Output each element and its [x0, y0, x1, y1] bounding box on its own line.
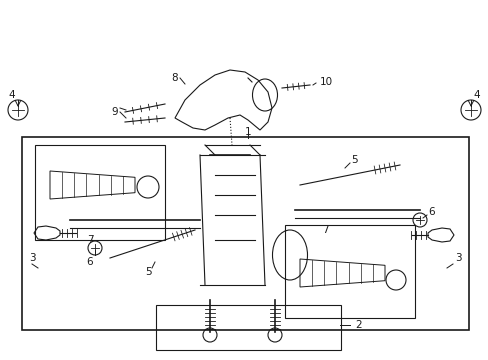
Bar — [156, 305, 340, 350]
Text: 6: 6 — [428, 207, 434, 217]
Text: 3: 3 — [454, 253, 460, 263]
Text: 2: 2 — [354, 320, 361, 330]
Text: 5: 5 — [351, 155, 358, 165]
Text: 4: 4 — [9, 90, 15, 100]
Text: 8: 8 — [171, 73, 178, 83]
Text: 4: 4 — [473, 90, 479, 100]
Bar — [285, 225, 414, 318]
Text: 1: 1 — [244, 127, 251, 137]
Bar — [35, 145, 164, 240]
Text: 7: 7 — [86, 235, 93, 245]
Text: 5: 5 — [144, 267, 151, 277]
Text: 6: 6 — [86, 257, 93, 267]
Text: 3: 3 — [29, 253, 35, 263]
Bar — [22, 137, 468, 330]
Text: 9: 9 — [111, 107, 118, 117]
Text: 10: 10 — [319, 77, 332, 87]
Text: 7: 7 — [321, 225, 327, 235]
